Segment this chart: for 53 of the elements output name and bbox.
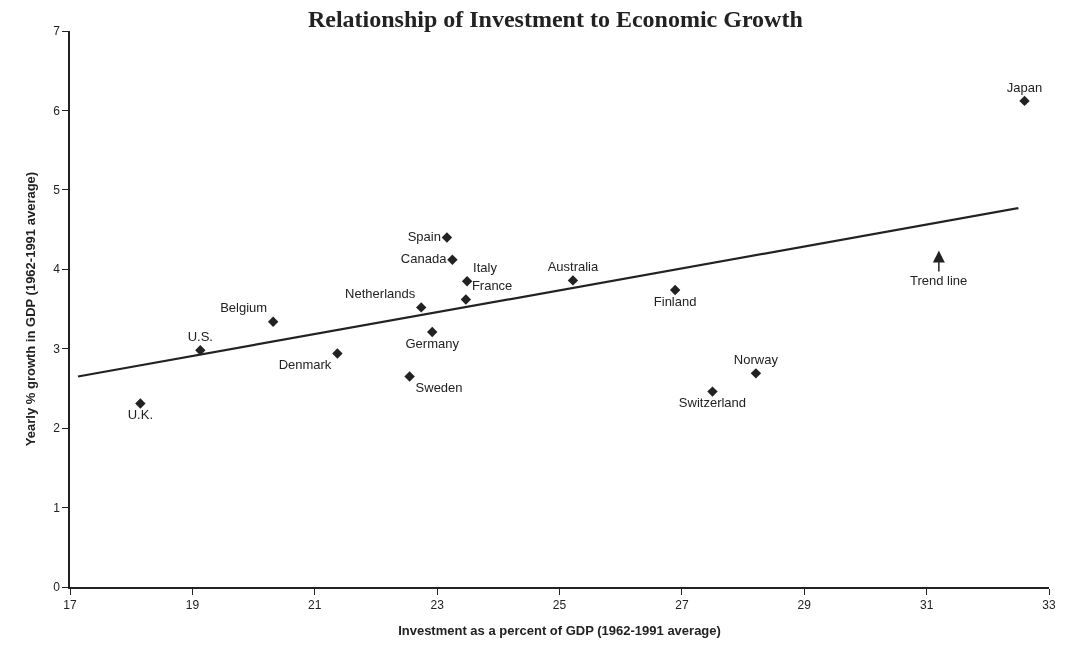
y-tick-label: 1 [53,500,61,515]
series-label: Japan [1006,79,1043,95]
point [447,254,458,265]
point [416,302,427,313]
chart-title: Relationship of Investment to Economic Growth [307,5,803,32]
y-tick-label: 2 [53,421,61,436]
point [195,345,206,356]
y-tick-label: 7 [53,24,61,39]
point [135,398,146,409]
series-label: U.S. [187,329,213,345]
point [750,368,762,379]
series-label: Netherlands [345,286,416,302]
point [707,386,718,397]
x-tick-label: 27 [675,598,689,613]
y-axis-title: Yearly % growth in GDP (1962-1991 average) [22,171,38,447]
series-label: Norway [733,352,779,368]
series-label: Canada [400,251,448,266]
series-label: Italy [473,259,498,275]
x-tick-label: 25 [552,598,567,613]
annotation: Trend line [910,273,968,288]
series-label: Belgium [220,300,268,316]
point [441,232,453,243]
point [1019,95,1030,107]
series-label: France [471,278,513,294]
series-label: Spain [407,228,441,244]
point [669,284,681,296]
point [460,294,472,305]
point [267,316,279,327]
series-label: Denmark [278,357,332,373]
point [332,348,343,359]
x-tick-label: 19 [185,598,200,613]
series-label: Germany [405,335,460,351]
point [461,276,473,287]
point [427,326,438,338]
series-label: Switzerland [678,395,747,411]
y-tick-label: 5 [53,183,61,198]
y-tick-label: 6 [53,103,61,118]
y-tick-label: 0 [53,580,61,595]
series-label: Finland [653,293,697,309]
x-tick-label: 21 [308,598,322,613]
x-tick-label: 33 [1042,598,1056,613]
point [404,371,415,382]
x-tick-label: 31 [919,598,934,613]
x-tick-label: 29 [797,598,812,613]
y-tick-label: 3 [53,341,61,356]
x-tick-label: 17 [63,598,77,613]
x-axis-title: Investment as a percent of GDP (1962-1991 average) [398,623,721,639]
series-label: U.K. [127,407,154,423]
y-tick-label: 4 [53,262,61,277]
x-tick-label: 23 [430,598,445,613]
series-label: Australia [547,259,600,275]
point [567,275,579,286]
series-label: Sweden [415,380,463,396]
